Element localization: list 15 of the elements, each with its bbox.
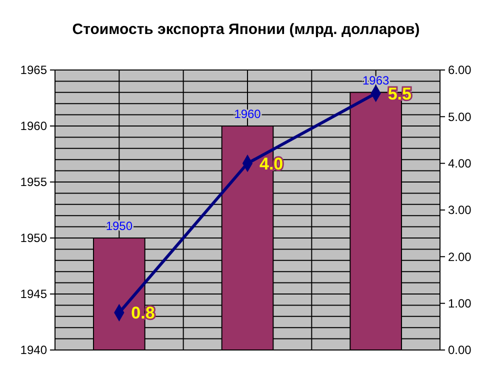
y2-tick-label: 6.00 xyxy=(448,63,472,78)
chart-title: Стоимость экспорта Японии (млрд. долларов) xyxy=(72,21,420,38)
y-tick-label: 1955 xyxy=(20,175,48,190)
y-tick-label: 1965 xyxy=(20,63,48,78)
y2-tick-label: 0.00 xyxy=(448,343,472,358)
y2-tick-label: 1.00 xyxy=(448,296,472,311)
y-tick-label: 1960 xyxy=(20,119,48,134)
y2-tick-label: 4.00 xyxy=(448,156,472,171)
y-tick-label: 1940 xyxy=(20,343,48,358)
data-label: 5.5 xyxy=(388,84,412,104)
y2-tick-label: 5.00 xyxy=(448,110,472,124)
y2-tick-label: 2.00 xyxy=(448,250,472,264)
y-tick-label: 1950 xyxy=(20,231,48,246)
y2-tick-label: 3.00 xyxy=(448,203,472,218)
y-tick-label: 1945 xyxy=(20,287,48,302)
